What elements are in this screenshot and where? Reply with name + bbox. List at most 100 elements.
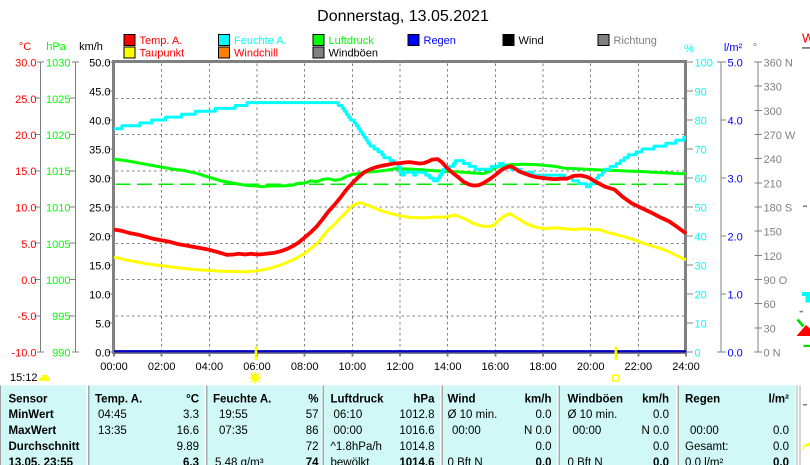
svg-text:10.0: 10.0 [15, 203, 36, 215]
svg-text:60: 60 [695, 174, 707, 186]
svg-text:22:00: 22:00 [625, 361, 653, 373]
svg-text:Feuchte A.: Feuchte A. [213, 393, 271, 405]
svg-text:70: 70 [695, 145, 707, 157]
svg-text:06:10: 06:10 [334, 409, 363, 421]
svg-text:N 0.0: N 0.0 [524, 425, 552, 437]
svg-text:0 Bft N: 0 Bft N [448, 457, 483, 465]
svg-text:120: 120 [764, 251, 782, 263]
svg-text:Sensor: Sensor [9, 393, 49, 405]
svg-text:MaxWert: MaxWert [9, 425, 57, 437]
svg-text:6.3: 6.3 [183, 457, 199, 465]
svg-text:30: 30 [695, 261, 707, 273]
svg-text:20:00: 20:00 [577, 361, 605, 373]
svg-text:0 N: 0 N [764, 348, 781, 360]
svg-text:0: 0 [695, 348, 701, 360]
svg-text:1025: 1025 [46, 94, 70, 106]
svg-text:1012.8: 1012.8 [399, 409, 434, 421]
svg-text:5.0: 5.0 [21, 239, 36, 251]
svg-text:0.0: 0.0 [536, 457, 552, 465]
svg-text:Windböen: Windböen [568, 393, 623, 405]
svg-text:0.0: 0.0 [21, 275, 36, 287]
svg-text:57: 57 [306, 409, 319, 421]
svg-text:80: 80 [695, 116, 707, 128]
svg-text:04:00: 04:00 [196, 361, 224, 373]
svg-text:72: 72 [306, 441, 319, 453]
svg-text:9.89: 9.89 [177, 441, 199, 453]
svg-text:90: 90 [695, 87, 707, 99]
svg-text:Gesamt:: Gesamt: [685, 441, 728, 453]
svg-text:1005: 1005 [46, 239, 70, 251]
svg-text:240: 240 [764, 154, 782, 166]
svg-text:Regen: Regen [424, 35, 456, 47]
svg-text:00:00: 00:00 [452, 425, 481, 437]
svg-text:%: % [684, 43, 694, 55]
svg-text:24:00: 24:00 [672, 361, 700, 373]
svg-text:25.0: 25.0 [15, 94, 36, 106]
svg-text:00:00: 00:00 [334, 425, 363, 437]
svg-text:30.0: 30.0 [89, 174, 110, 186]
svg-text:0.0: 0.0 [653, 457, 669, 465]
svg-text:180 S: 180 S [764, 203, 793, 215]
svg-text:07:35: 07:35 [219, 425, 248, 437]
svg-text:^1.8hPa/h: ^1.8hPa/h [331, 441, 382, 453]
svg-text:Windböen: Windböen [329, 48, 379, 60]
svg-text:3.0: 3.0 [728, 174, 743, 186]
svg-text:00:00: 00:00 [100, 361, 128, 373]
svg-text:Regen: Regen [685, 393, 720, 405]
svg-text:40.0: 40.0 [89, 116, 110, 128]
svg-text:16.6: 16.6 [177, 425, 199, 437]
svg-text:Donnerstag, 13.05.2021: Donnerstag, 13.05.2021 [317, 8, 489, 25]
svg-text:hPa: hPa [46, 41, 66, 53]
svg-text:40: 40 [695, 232, 707, 244]
svg-text:995: 995 [52, 311, 70, 323]
svg-text:19:55: 19:55 [219, 409, 248, 421]
svg-text:1016.6: 1016.6 [399, 425, 434, 437]
svg-text:0.0: 0.0 [536, 409, 552, 421]
svg-text:0.0: 0.0 [653, 441, 669, 453]
svg-text:50: 50 [695, 203, 707, 215]
svg-text:10: 10 [695, 319, 707, 331]
svg-text:1.0: 1.0 [728, 290, 743, 302]
svg-text:20: 20 [695, 290, 707, 302]
svg-text:1014.8: 1014.8 [399, 441, 434, 453]
svg-text:5.0: 5.0 [728, 58, 743, 70]
svg-text:l/m²: l/m² [724, 42, 743, 54]
svg-text:18:00: 18:00 [529, 361, 557, 373]
svg-text:25.0: 25.0 [89, 203, 110, 215]
svg-text:km/h: km/h [79, 41, 103, 53]
svg-text:0.0: 0.0 [773, 441, 789, 453]
svg-text:270 W: 270 W [764, 130, 796, 142]
svg-text:100: 100 [695, 58, 713, 70]
svg-text:Richtung: Richtung [614, 35, 657, 47]
svg-text:bewölkt: bewölkt [331, 457, 371, 465]
svg-text:74: 74 [306, 457, 319, 465]
svg-text:l/m²: l/m² [769, 393, 790, 405]
svg-text:Windchill: Windchill [234, 48, 278, 60]
svg-text:5.48 g/m³: 5.48 g/m³ [215, 457, 264, 465]
svg-text:Wind: Wind [519, 35, 544, 47]
svg-text:30: 30 [764, 323, 776, 335]
svg-text:5.0: 5.0 [95, 319, 110, 331]
svg-text:2.0: 2.0 [728, 232, 743, 244]
svg-text:°: ° [753, 40, 758, 54]
svg-text:360 N: 360 N [764, 58, 793, 70]
svg-text:1015: 1015 [46, 166, 70, 178]
svg-text:1000: 1000 [46, 275, 70, 287]
svg-text:86: 86 [306, 425, 319, 437]
svg-text:°C: °C [19, 41, 31, 53]
svg-text:13:35: 13:35 [98, 425, 127, 437]
svg-text:60: 60 [764, 299, 776, 311]
svg-text:Feuchte A.: Feuchte A. [234, 35, 287, 47]
svg-text:hPa: hPa [413, 393, 435, 405]
svg-text:%: % [308, 393, 318, 405]
svg-text:N 0.0: N 0.0 [642, 425, 670, 437]
svg-text:35.0: 35.0 [89, 145, 110, 157]
svg-text:20.0: 20.0 [89, 232, 110, 244]
svg-text:Temp. A.: Temp. A. [95, 393, 142, 405]
svg-text:90 O: 90 O [764, 275, 788, 287]
svg-text:15.0: 15.0 [89, 261, 110, 273]
svg-text:02:00: 02:00 [148, 361, 176, 373]
svg-text:0.0: 0.0 [773, 457, 789, 465]
svg-text:Ø 10 min.: Ø 10 min. [568, 409, 618, 421]
svg-text:km/h: km/h [642, 393, 669, 405]
